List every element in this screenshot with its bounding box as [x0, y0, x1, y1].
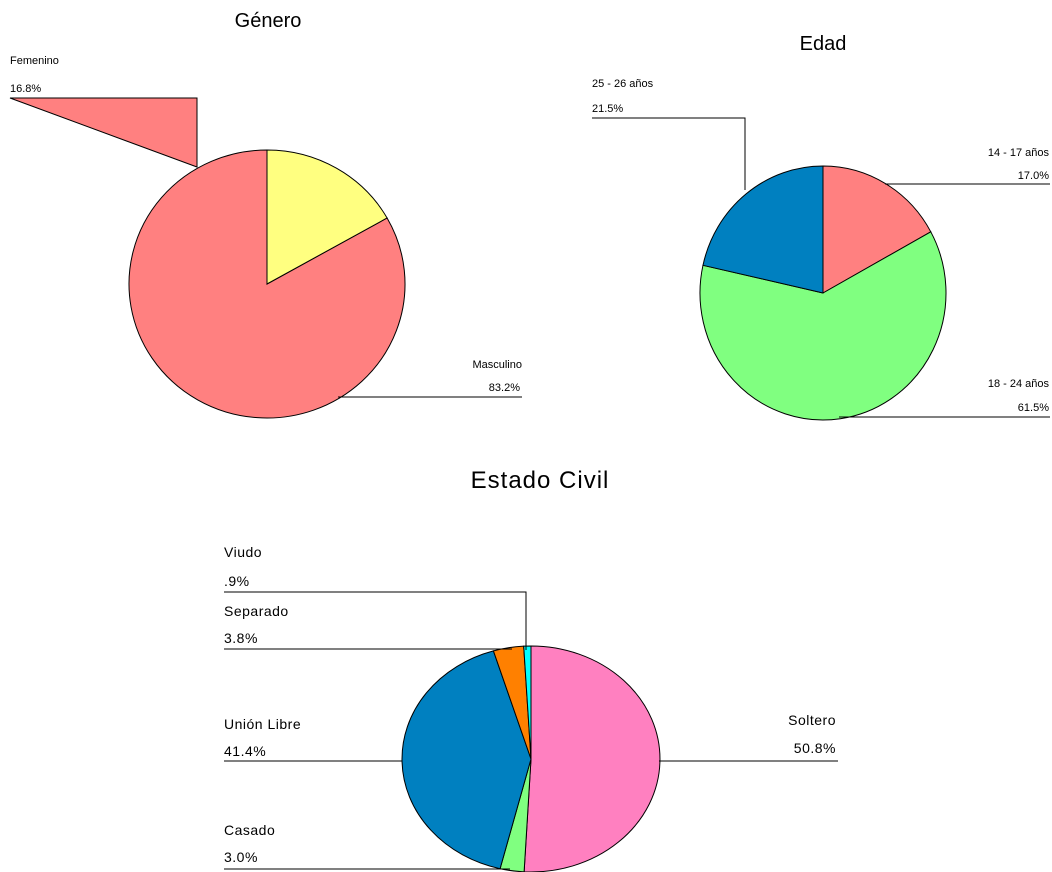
slice-value-soltero: 50.8% [794, 740, 836, 756]
slice-value-separado: 3.8% [224, 630, 258, 646]
slice-value-casado: 3.0% [224, 849, 258, 865]
slice-label-14-17: 14 - 17 años [988, 147, 1050, 159]
slice-value-masculino: 83.2% [489, 382, 520, 394]
chart-genero: Género Femenino 16.8% Masculino 83.2% [9, 10, 522, 419]
callout-wedge-femenino [9, 97, 198, 168]
pie-edad [699, 165, 947, 421]
chart-edad: Edad 25 - 26 años 21.5% 14 - 17 años 17.… [592, 33, 1050, 421]
pie-slice-union-libre [401, 650, 532, 870]
slice-value-14-17: 17.0% [1018, 170, 1049, 182]
slice-label-casado: Casado [224, 822, 275, 838]
pie-slice-viudo [523, 645, 532, 760]
pie-slice-25-26-anos [702, 165, 824, 294]
slice-label-25-26: 25 - 26 años [592, 78, 654, 90]
pie-slice-femenino [266, 149, 388, 285]
pie-slice-masculino [128, 149, 406, 419]
slice-value-25-26: 21.5% [592, 103, 623, 115]
pie-estado-civil [401, 645, 661, 872]
slice-label-viudo: Viudo [224, 544, 262, 560]
slice-label-femenino: Femenino [10, 55, 59, 67]
slice-label-18-24: 18 - 24 años [988, 378, 1050, 390]
leader-line-25-26 [592, 117, 746, 190]
chart-title-genero: Género [235, 10, 302, 32]
chart-title-estado-civil: Estado Civil [471, 467, 610, 494]
slice-value-viudo: .9% [224, 573, 250, 589]
slice-value-union-libre: 41.4% [224, 743, 266, 759]
chart-title-edad: Edad [800, 33, 847, 55]
slice-value-femenino: 16.8% [10, 83, 41, 95]
slice-label-union-libre: Unión Libre [224, 716, 301, 732]
slice-label-masculino: Masculino [472, 359, 522, 371]
slice-label-separado: Separado [224, 603, 289, 619]
pie-genero [128, 149, 406, 419]
slice-label-soltero: Soltero [788, 712, 836, 728]
chart-estado-civil: Estado Civil Viudo .9% Separado 3.8% Uni… [224, 467, 838, 872]
leader-line-viudo [224, 591, 527, 650]
pie-slice-soltero [523, 645, 661, 872]
slice-value-18-24: 61.5% [1018, 402, 1049, 414]
